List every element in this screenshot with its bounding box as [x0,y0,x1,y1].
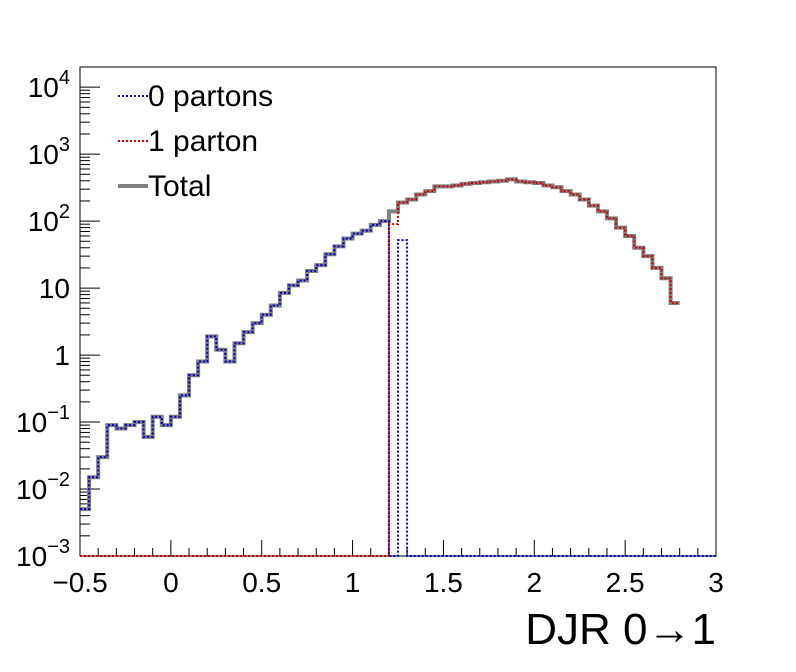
series-1-parton-line [80,178,680,557]
y-tick-base: 10 [28,72,59,103]
legend-label: 0 partons [148,80,273,113]
y-tick-exponent: 3 [59,134,70,156]
y-tick-label: 104 [28,67,70,103]
y-tick-exponent: 4 [59,67,70,89]
x-axis-title: DJR 0→1 [525,605,716,654]
y-tick-label: 10−1 [16,402,70,438]
series-0-partons-line [80,220,716,557]
x-tick-label: 1 [345,567,361,598]
series-layer [80,177,716,557]
legend-label: Total [148,170,211,203]
y-tick-base: 10 [16,541,47,572]
y-tick-label: 10 [39,273,70,304]
y-tick-exponent: −1 [47,402,70,424]
y-tick-exponent: −3 [47,536,70,558]
y-tick-label: 103 [28,134,70,170]
series-total-line [80,177,680,512]
y-tick-base: 10 [39,273,70,304]
y-tick-exponent: 2 [59,201,70,223]
y-tick-label: 10−3 [16,536,70,572]
legend-label: 1 parton [148,125,258,158]
y-tick-label: 10−2 [16,469,70,505]
y-tick-base: 1 [54,340,70,371]
x-axis: −0.5 0 0.5 1 1.5 2 2.5 3 [52,540,724,598]
x-tick-label: 1.5 [424,567,463,598]
y-tick-base: 10 [16,407,47,438]
y-tick-base: 10 [16,474,47,505]
legend: 0 partons 1 parton Total [118,80,273,203]
y-tick-label: 102 [28,201,70,237]
y-tick-exponent: −2 [47,469,70,491]
y-tick-base: 10 [28,139,59,170]
y-tick-label: 1 [54,340,70,371]
x-tick-label: 2.5 [606,567,645,598]
x-tick-label: 0.5 [242,567,281,598]
x-tick-label: −0.5 [52,567,107,598]
x-tick-label: 3 [708,567,724,598]
x-tick-label: 2 [526,567,542,598]
y-tick-base: 10 [28,206,59,237]
x-tick-label: 0 [163,567,179,598]
